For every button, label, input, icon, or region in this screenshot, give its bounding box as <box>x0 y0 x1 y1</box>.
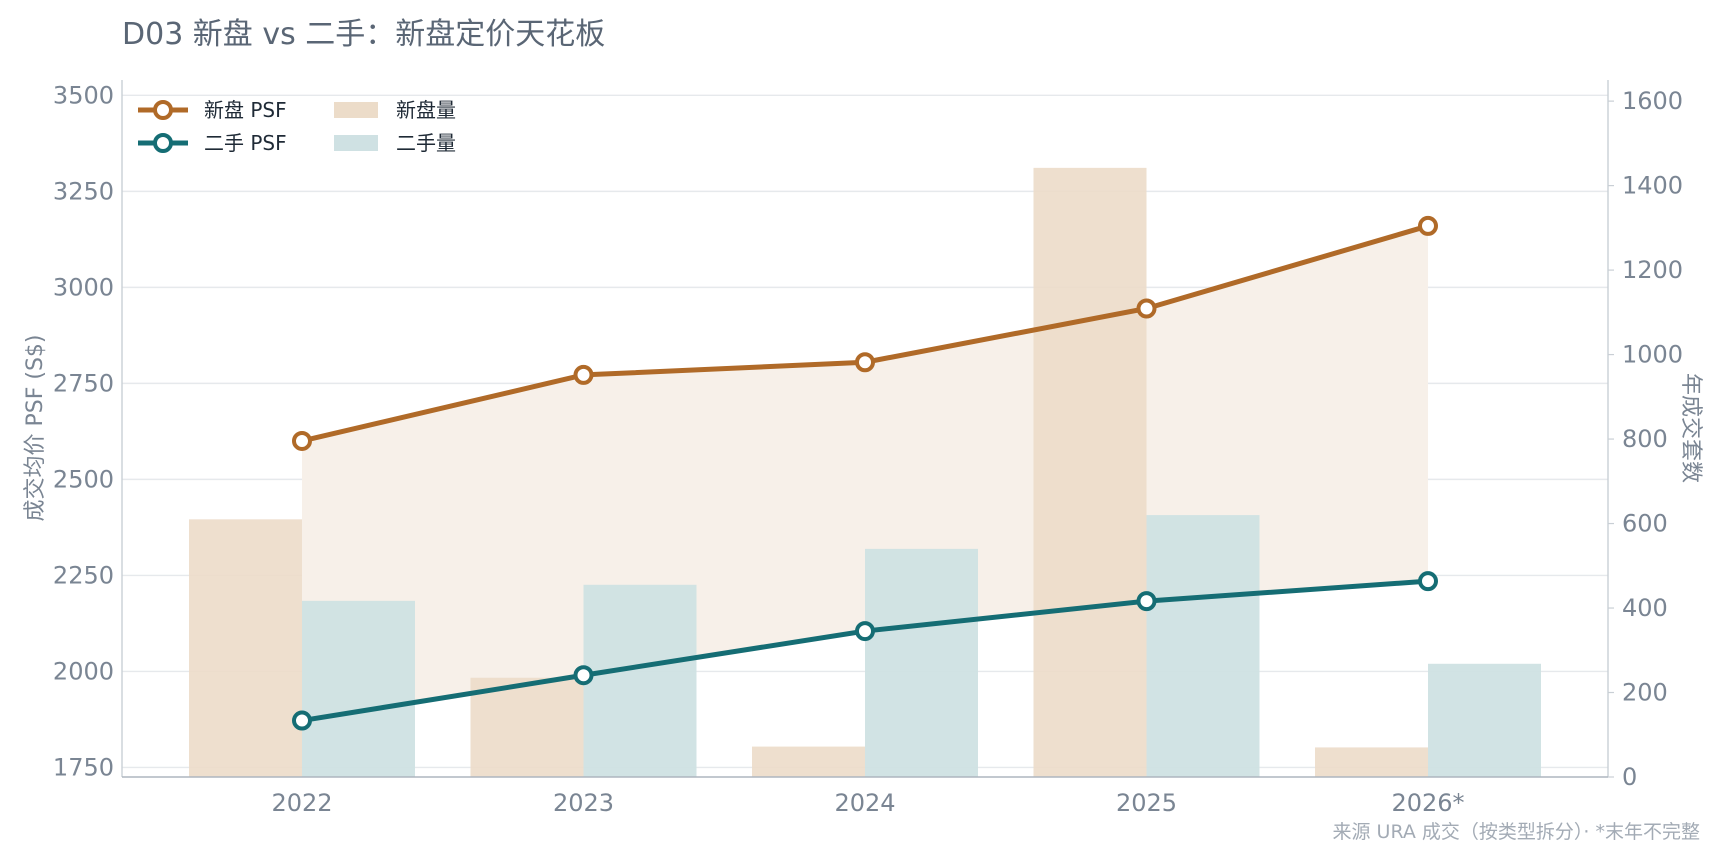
point-resale-psf <box>573 665 594 686</box>
price-lines <box>292 215 1438 731</box>
y-left-tick-label: 2250 <box>53 561 114 589</box>
legend-resale-psf: 二手 PSF <box>138 131 287 155</box>
y-right-tick-label: 1400 <box>1622 172 1683 200</box>
y-left-tick-label: 3000 <box>53 273 114 301</box>
x-tick-label: 2024 <box>834 789 895 817</box>
chart-title: D03 新盘 vs 二手：新盘定价天花板 <box>122 17 605 52</box>
y-right-tick-label: 600 <box>1622 510 1668 538</box>
bar-new-volume <box>189 519 302 777</box>
bar-resale-volume <box>1146 515 1260 777</box>
bar-resale-volume <box>865 548 978 777</box>
y-right-tick-label: 0 <box>1622 763 1637 791</box>
y-right-tick-label: 800 <box>1622 425 1668 453</box>
legend-label: 二手量 <box>396 131 456 155</box>
point-new-psf <box>1136 298 1157 319</box>
y-left-tick-label: 3500 <box>53 81 114 109</box>
y-right-tick-label: 1600 <box>1622 87 1683 115</box>
x-tick-label: 2026* <box>1391 789 1464 817</box>
y-left-axis-label: 成交均价 PSF (S$) <box>23 334 48 521</box>
y-left-tick-label: 2500 <box>53 465 114 493</box>
legend-resale-volume: 二手量 <box>334 131 456 155</box>
y-left-tick-label: 3250 <box>53 177 114 205</box>
y-right-axis-label: 年成交套数 <box>1678 373 1703 483</box>
point-new-psf <box>573 364 594 385</box>
y-right-tick-label: 200 <box>1622 679 1668 707</box>
legend-label: 新盘量 <box>396 98 456 122</box>
point-resale-psf <box>292 710 312 731</box>
bar-resale-volume <box>302 600 415 777</box>
x-tick-label: 2025 <box>1116 789 1177 817</box>
x-tick-label: 2022 <box>271 789 332 817</box>
point-resale-psf <box>1136 591 1157 612</box>
y-left-tick-label: 2000 <box>53 657 114 685</box>
point-new-psf <box>1418 215 1438 236</box>
y-left-tick-label: 2750 <box>53 369 114 397</box>
bar-resale-volume <box>583 584 697 777</box>
x-tick-label: 2023 <box>553 789 614 817</box>
point-new-psf <box>292 430 312 451</box>
legend-label: 新盘 PSF <box>204 98 287 122</box>
y-right-tick-label: 400 <box>1622 594 1668 622</box>
y-left-tick-label: 1750 <box>53 753 114 781</box>
bar-new-volume <box>470 677 584 777</box>
bar-resale-volume <box>1428 663 1541 777</box>
legend-swatch-bar <box>334 135 378 151</box>
legend-label: 二手 PSF <box>204 131 287 155</box>
bar-new-volume <box>752 746 865 777</box>
point-resale-psf <box>1418 571 1438 592</box>
point-new-psf <box>855 352 875 373</box>
axes: 1750 2000 2250 2500 2750 3000 3250 3500 0 200 400 6… <box>53 80 1683 817</box>
legend-swatch-bar <box>334 102 378 118</box>
y-right-tick-label: 1200 <box>1622 256 1683 284</box>
footnote: 来源 URA 成交（按类型拆分）· *末年不完整 <box>1333 821 1701 843</box>
legend-new-psf: 新盘 PSF <box>138 98 287 122</box>
legend-new-volume: 新盘量 <box>334 98 456 122</box>
bar-new-volume <box>1033 167 1147 777</box>
legend-swatch-marker <box>153 100 173 120</box>
point-resale-psf <box>855 621 875 642</box>
y-right-tick-label: 1000 <box>1622 341 1683 369</box>
legend-swatch-marker <box>153 133 173 153</box>
bar-new-volume <box>1315 747 1428 777</box>
volume-bars <box>189 167 1541 777</box>
